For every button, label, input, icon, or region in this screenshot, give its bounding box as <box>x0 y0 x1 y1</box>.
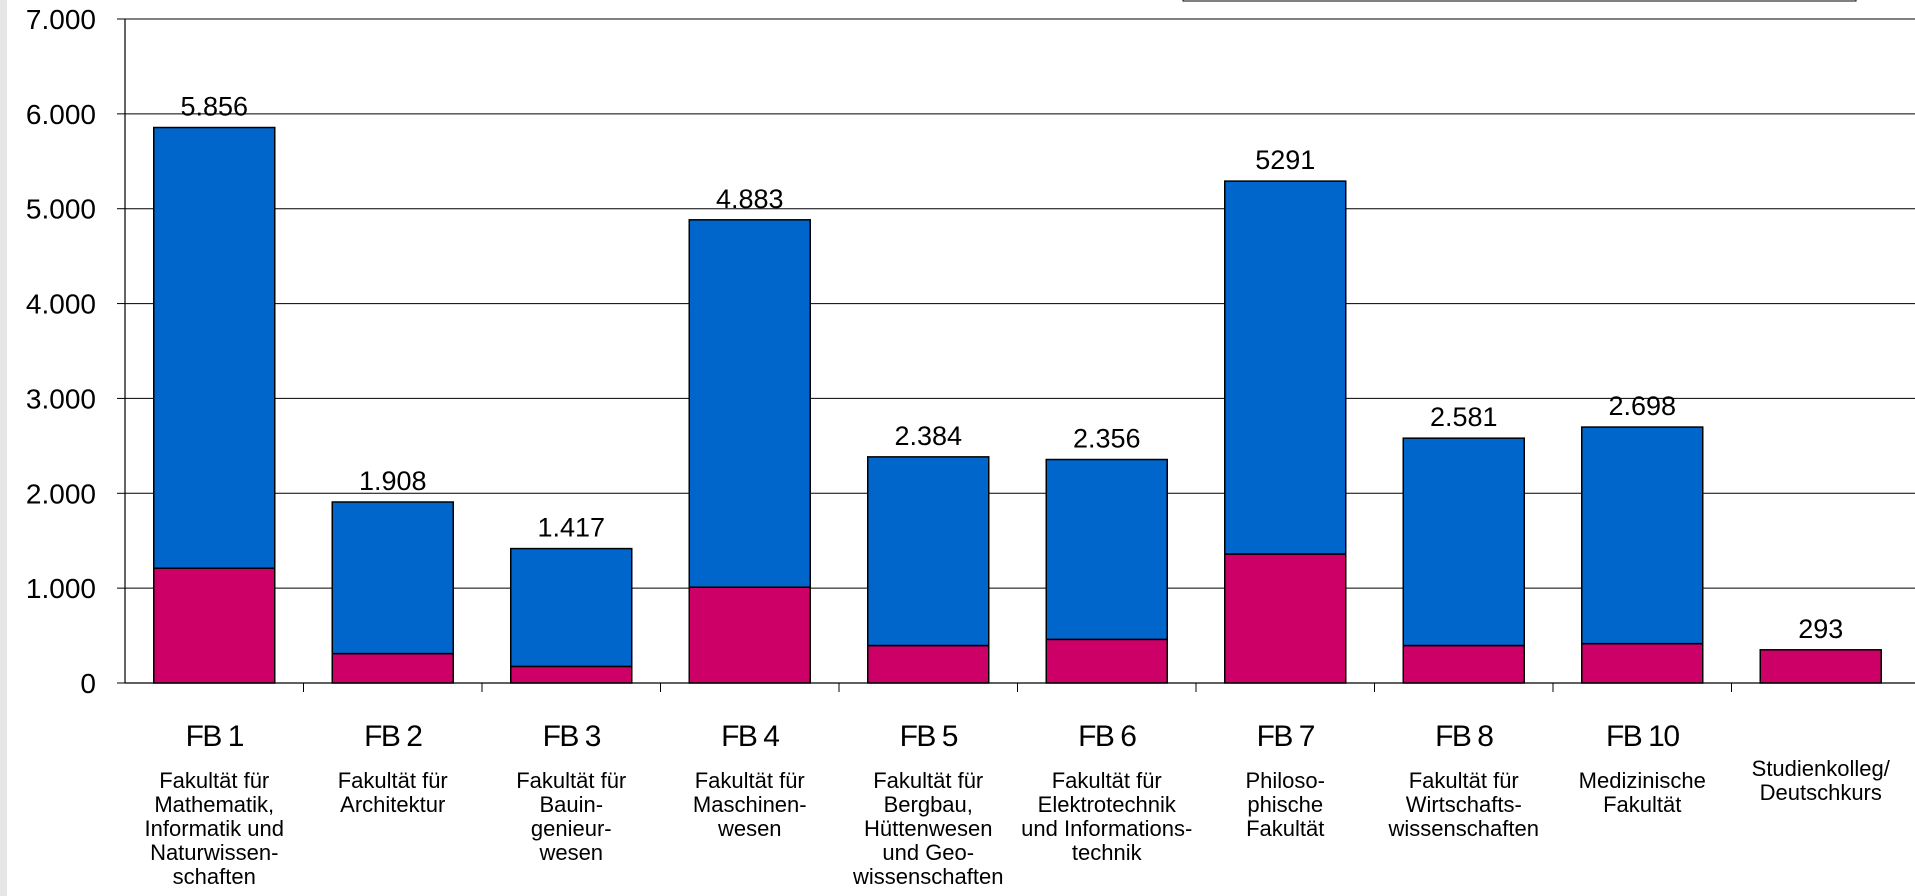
category-description: Fakultät für <box>338 768 448 793</box>
bar-segment-series-1 <box>688 586 811 684</box>
bar-segment-series-1 <box>510 665 633 684</box>
category-description: wissenschaften <box>852 864 1003 889</box>
category-description: phische <box>1247 792 1323 817</box>
category-description: Fakultät für <box>873 768 983 793</box>
total-label: 4.883 <box>716 184 784 214</box>
category-description: Fakultät für <box>516 768 626 793</box>
bar-segment-series-2 <box>867 456 990 647</box>
category-description: Studienkolleg/ <box>1752 756 1891 781</box>
y-tick-label: 2.000 <box>26 478 96 509</box>
category-description: Medizinische <box>1579 768 1706 793</box>
category-description: Fakultät <box>1246 816 1324 841</box>
y-tick-label: 0 <box>80 668 96 699</box>
bar-segment-series-1 <box>867 644 990 684</box>
total-label: 2.356 <box>1073 424 1141 454</box>
category-description: wesen <box>717 816 782 841</box>
y-tick-label: 7.000 <box>26 4 96 35</box>
category-label: FB 10 <box>1606 720 1679 753</box>
legend-box <box>1182 0 1857 2</box>
total-label: 5291 <box>1255 145 1315 175</box>
category-label: FB 6 <box>1078 720 1136 753</box>
total-label: 2.384 <box>894 421 962 451</box>
category-label: FB 8 <box>1435 720 1493 753</box>
category-description: genieur- <box>531 816 612 841</box>
bar-segment-series-2 <box>1224 180 1347 555</box>
category-description: Mathematik, <box>154 792 274 817</box>
category-description: technik <box>1072 840 1143 865</box>
bars <box>153 126 1882 684</box>
bar-segment-series-1 <box>331 652 454 684</box>
category-description: Hüttenwesen <box>864 816 992 841</box>
category-description: Wirtschafts- <box>1406 792 1522 817</box>
y-tick-label: 5.000 <box>26 194 96 225</box>
y-tick-label: 6.000 <box>26 99 96 130</box>
category-description: Philoso- <box>1246 768 1325 793</box>
category-description: und Geo- <box>882 840 974 865</box>
bar-segment-series-2 <box>153 126 276 569</box>
total-label: 2.581 <box>1430 402 1498 432</box>
axes <box>124 19 1915 692</box>
category-description: wissenschaften <box>1388 816 1539 841</box>
bar-segment-series-1 <box>153 567 276 684</box>
category-description: Elektrotechnik <box>1038 792 1177 817</box>
category-description: schaften <box>173 864 256 889</box>
bar-segment-series-2 <box>1402 437 1525 647</box>
total-label: 1.908 <box>359 466 427 496</box>
total-label: 2.698 <box>1608 391 1676 421</box>
total-labels: 5.856 1.908 1.417 4.883 2.384 2.356 5291 2.581 2… <box>180 92 1843 644</box>
category-description: und Informations- <box>1021 816 1192 841</box>
total-label: 1.417 <box>537 513 605 543</box>
category-description: Naturwissen- <box>150 840 278 865</box>
bar-segment-series-1 <box>1581 642 1704 684</box>
category-label: FB 4 <box>721 720 779 753</box>
category-description: Bergbau, <box>884 792 973 817</box>
category-description: Fakultät für <box>1052 768 1162 793</box>
y-tick-labels: 0 1.000 2.000 3.000 4.000 5.000 6.000 7.000 <box>26 4 96 699</box>
category-description: Fakultät für <box>159 768 269 793</box>
category-description: Deutschkurs <box>1760 780 1882 805</box>
y-tick-label: 3.000 <box>26 383 96 414</box>
category-label: FB 3 <box>543 720 601 753</box>
bar-segment-series-1 <box>1045 638 1168 684</box>
category-label: FB 7 <box>1257 720 1315 753</box>
bar-segment-series-1 <box>1224 553 1347 684</box>
bar-segment-series-2 <box>688 219 811 588</box>
category-description: Fakultät für <box>695 768 805 793</box>
category-description: Fakultät <box>1603 792 1681 817</box>
bar-segment-series-2 <box>331 501 454 655</box>
category-description: Informatik und <box>145 816 284 841</box>
y-tick-label: 4.000 <box>26 289 96 320</box>
category-description: Bauin- <box>539 792 603 817</box>
category-label: FB 5 <box>900 720 958 753</box>
category-description: Architektur <box>340 792 445 817</box>
y-tick-label: 1.000 <box>26 573 96 604</box>
category-label: FB 1 <box>186 720 244 753</box>
bar-segment-series-1 <box>1759 649 1882 684</box>
bar-segment-series-2 <box>1581 426 1704 645</box>
category-description: Fakultät für <box>1409 768 1519 793</box>
total-label: 5.856 <box>180 92 248 122</box>
bar-segment-series-2 <box>510 547 633 668</box>
total-label: 293 <box>1798 614 1843 644</box>
bar-segment-series-2 <box>1045 458 1168 641</box>
category-description: wesen <box>538 840 603 865</box>
bar-segment-series-1 <box>1402 644 1525 684</box>
category-description: Maschinen- <box>693 792 807 817</box>
left-edge-strip <box>0 0 7 896</box>
category-label: FB 2 <box>364 720 422 753</box>
